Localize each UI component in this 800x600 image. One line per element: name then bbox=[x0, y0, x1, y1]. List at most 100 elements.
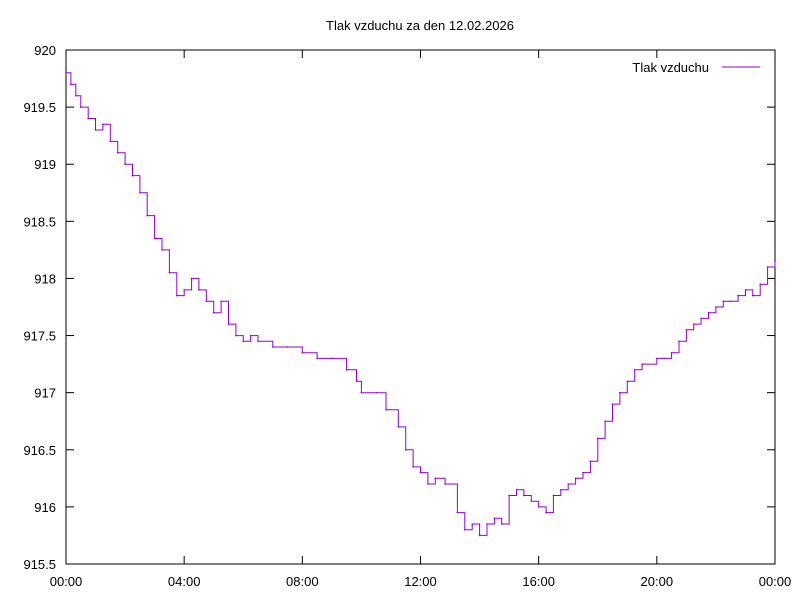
data-point bbox=[633, 369, 636, 371]
data-point bbox=[301, 351, 304, 354]
data-point bbox=[611, 403, 614, 405]
data-point bbox=[670, 351, 673, 354]
y-tick-label: 918.5 bbox=[23, 214, 56, 229]
y-tick-label: 918 bbox=[34, 271, 56, 286]
data-point bbox=[75, 94, 77, 97]
data-point bbox=[737, 294, 739, 297]
data-point bbox=[198, 289, 200, 291]
data-point bbox=[331, 357, 333, 360]
data-point bbox=[360, 391, 363, 394]
data-point bbox=[109, 140, 112, 143]
data-point bbox=[752, 294, 754, 297]
data-point bbox=[700, 317, 702, 320]
data-point bbox=[87, 117, 89, 120]
data-point bbox=[471, 523, 473, 525]
data-point bbox=[271, 346, 274, 348]
x-tick-label: 20:00 bbox=[641, 574, 674, 589]
data-point bbox=[604, 420, 606, 423]
data-point bbox=[124, 163, 126, 166]
data-point bbox=[656, 357, 658, 360]
data-point bbox=[722, 300, 725, 303]
y-tick-label: 916 bbox=[34, 500, 56, 515]
data-point bbox=[375, 391, 377, 394]
data-point bbox=[537, 506, 540, 508]
data-point bbox=[220, 300, 222, 303]
data-point bbox=[79, 106, 82, 108]
data-point bbox=[65, 72, 67, 74]
data-point bbox=[183, 289, 185, 291]
x-tick-label: 08:00 bbox=[286, 574, 319, 589]
series-line-tlak-vzduchu bbox=[66, 72, 776, 536]
data-point bbox=[146, 214, 149, 217]
data-point bbox=[715, 306, 717, 308]
data-point bbox=[759, 283, 762, 285]
data-point bbox=[249, 334, 252, 337]
data-point bbox=[663, 357, 666, 360]
data-point bbox=[729, 300, 732, 303]
data-point bbox=[131, 174, 134, 177]
data-point bbox=[286, 346, 289, 348]
data-point bbox=[434, 477, 437, 480]
data-point bbox=[641, 363, 643, 365]
data-point bbox=[404, 448, 407, 451]
x-tick-label: 04:00 bbox=[168, 574, 201, 589]
data-point bbox=[397, 426, 400, 428]
data-point bbox=[444, 483, 446, 485]
data-point bbox=[412, 466, 414, 468]
data-point bbox=[619, 391, 621, 394]
data-point bbox=[168, 271, 171, 274]
data-point bbox=[744, 289, 747, 291]
y-tick-label: 915.5 bbox=[23, 557, 56, 572]
legend-label: Tlak vzduchu bbox=[632, 60, 709, 75]
data-point bbox=[102, 123, 104, 126]
y-axis: 915.5 916 916.5 917 917.5 918 918.5 919 919.5 920 bbox=[23, 43, 775, 572]
data-point bbox=[385, 409, 387, 411]
data-point bbox=[508, 494, 510, 497]
data-point bbox=[355, 380, 358, 383]
data-point bbox=[205, 300, 208, 303]
x-tick-label: 00:00 bbox=[50, 574, 83, 589]
x-tick-label: 12:00 bbox=[404, 574, 437, 589]
data-point bbox=[626, 380, 629, 383]
data-point bbox=[766, 266, 769, 268]
data-point bbox=[316, 357, 318, 360]
data-point bbox=[478, 534, 481, 537]
data-point bbox=[678, 340, 680, 343]
data-point bbox=[486, 523, 488, 525]
data-point bbox=[190, 277, 193, 280]
data-point bbox=[545, 511, 547, 514]
data-point bbox=[212, 311, 215, 314]
y-tick-label: 919.5 bbox=[23, 100, 56, 115]
data-point bbox=[139, 191, 141, 194]
y-tick-label: 919 bbox=[34, 157, 56, 172]
data-point bbox=[257, 340, 259, 343]
data-point bbox=[560, 488, 562, 491]
data-point bbox=[574, 477, 577, 480]
data-point bbox=[493, 517, 496, 520]
series-points bbox=[65, 72, 776, 537]
data-point bbox=[427, 483, 429, 485]
data-point bbox=[589, 460, 592, 463]
data-point bbox=[161, 249, 163, 251]
data-point bbox=[345, 369, 348, 371]
data-point bbox=[530, 500, 533, 502]
x-axis: 00:00 04:00 08:00 12:00 16:00 20:00 00:00 bbox=[50, 50, 791, 589]
data-point bbox=[175, 294, 178, 297]
y-tick-label: 917 bbox=[34, 386, 56, 401]
data-point bbox=[685, 329, 688, 331]
data-point bbox=[235, 334, 237, 337]
chart-title: Tlak vzduchu za den 12.02.2026 bbox=[326, 18, 514, 33]
data-point bbox=[515, 488, 518, 491]
legend: Tlak vzduchu bbox=[632, 60, 760, 75]
data-point bbox=[227, 323, 230, 325]
data-point bbox=[596, 437, 599, 440]
data-point bbox=[567, 483, 570, 485]
data-point bbox=[464, 528, 466, 531]
data-point bbox=[692, 323, 695, 325]
data-point bbox=[582, 471, 584, 474]
data-point bbox=[456, 511, 459, 514]
y-tick-label: 917.5 bbox=[23, 329, 56, 344]
data-point bbox=[552, 494, 555, 497]
